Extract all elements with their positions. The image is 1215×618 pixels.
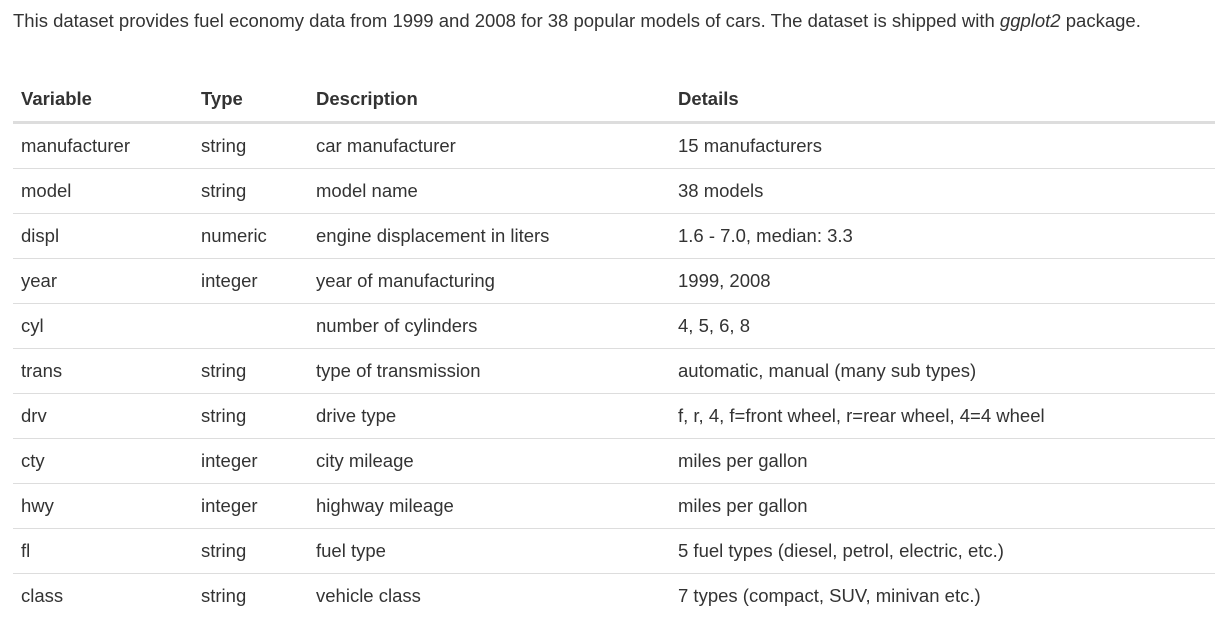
header-details: Details	[670, 77, 1215, 123]
cell-details: 7 types (compact, SUV, minivan etc.)	[670, 574, 1215, 618]
cell-description: vehicle class	[308, 574, 670, 618]
header-type: Type	[193, 77, 308, 123]
intro-paragraph: This dataset provides fuel economy data …	[13, 6, 1213, 35]
table-row: displ numeric engine displacement in lit…	[13, 214, 1215, 259]
intro-text-after: package.	[1061, 10, 1141, 31]
cell-variable: fl	[13, 529, 193, 574]
cell-type: integer	[193, 439, 308, 484]
cell-variable: hwy	[13, 484, 193, 529]
table-row: manufacturer string car manufacturer 15 …	[13, 123, 1215, 169]
cell-variable: year	[13, 259, 193, 304]
package-name: ggplot2	[1000, 10, 1061, 31]
cell-variable: cyl	[13, 304, 193, 349]
cell-description: city mileage	[308, 439, 670, 484]
table-header: Variable Type Description Details	[13, 77, 1215, 123]
cell-variable: cty	[13, 439, 193, 484]
cell-type: integer	[193, 259, 308, 304]
cell-description: year of manufacturing	[308, 259, 670, 304]
table-body: manufacturer string car manufacturer 15 …	[13, 123, 1215, 618]
cell-type: string	[193, 394, 308, 439]
table-row: hwy integer highway mileage miles per ga…	[13, 484, 1215, 529]
header-variable: Variable	[13, 77, 193, 123]
cell-description: engine displacement in liters	[308, 214, 670, 259]
table-row: trans string type of transmission automa…	[13, 349, 1215, 394]
cell-description: car manufacturer	[308, 123, 670, 169]
variables-table: Variable Type Description Details manufa…	[13, 77, 1215, 618]
cell-variable: manufacturer	[13, 123, 193, 169]
table-row: model string model name 38 models	[13, 169, 1215, 214]
cell-type: string	[193, 349, 308, 394]
table-row: cyl number of cylinders 4, 5, 6, 8	[13, 304, 1215, 349]
intro-text-before: This dataset provides fuel economy data …	[13, 10, 1000, 31]
cell-description: type of transmission	[308, 349, 670, 394]
cell-variable: class	[13, 574, 193, 618]
cell-description: fuel type	[308, 529, 670, 574]
cell-description: model name	[308, 169, 670, 214]
cell-type: string	[193, 123, 308, 169]
cell-type: string	[193, 574, 308, 618]
cell-description: drive type	[308, 394, 670, 439]
cell-variable: drv	[13, 394, 193, 439]
table-row: cty integer city mileage miles per gallo…	[13, 439, 1215, 484]
cell-details: automatic, manual (many sub types)	[670, 349, 1215, 394]
table-row: drv string drive type f, r, 4, f=front w…	[13, 394, 1215, 439]
cell-variable: displ	[13, 214, 193, 259]
header-row: Variable Type Description Details	[13, 77, 1215, 123]
cell-type: integer	[193, 484, 308, 529]
cell-variable: model	[13, 169, 193, 214]
cell-details: 38 models	[670, 169, 1215, 214]
cell-type: numeric	[193, 214, 308, 259]
table-row: year integer year of manufacturing 1999,…	[13, 259, 1215, 304]
cell-details: 1999, 2008	[670, 259, 1215, 304]
table-row: fl string fuel type 5 fuel types (diesel…	[13, 529, 1215, 574]
cell-details: 15 manufacturers	[670, 123, 1215, 169]
cell-variable: trans	[13, 349, 193, 394]
cell-details: f, r, 4, f=front wheel, r=rear wheel, 4=…	[670, 394, 1215, 439]
cell-details: 5 fuel types (diesel, petrol, electric, …	[670, 529, 1215, 574]
cell-description: highway mileage	[308, 484, 670, 529]
table-row: class string vehicle class 7 types (comp…	[13, 574, 1215, 618]
cell-type	[193, 304, 308, 349]
header-description: Description	[308, 77, 670, 123]
cell-details: miles per gallon	[670, 484, 1215, 529]
cell-type: string	[193, 529, 308, 574]
cell-details: 4, 5, 6, 8	[670, 304, 1215, 349]
cell-details: 1.6 - 7.0, median: 3.3	[670, 214, 1215, 259]
cell-details: miles per gallon	[670, 439, 1215, 484]
cell-type: string	[193, 169, 308, 214]
cell-description: number of cylinders	[308, 304, 670, 349]
